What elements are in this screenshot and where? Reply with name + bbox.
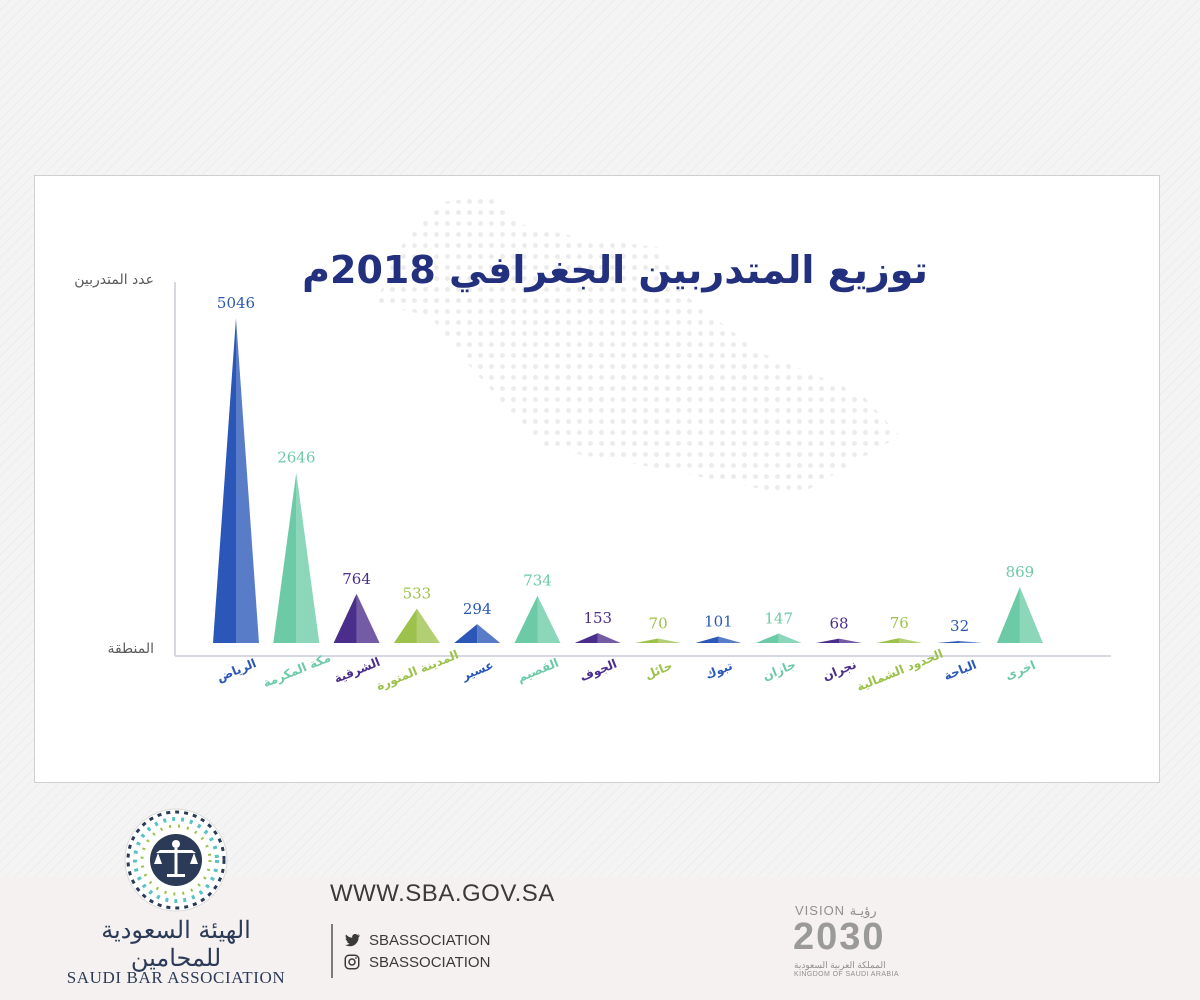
chart-bar-shade: [356, 593, 380, 643]
chart-bar: [393, 608, 417, 643]
chart-bar-shade: [899, 638, 923, 643]
chart-bar: [755, 633, 779, 643]
chart-bar-shade: [236, 318, 259, 643]
vision-year: 2030: [793, 916, 886, 958]
instagram-handle[interactable]: SBASSOCIATION: [343, 953, 490, 971]
data-label: 764: [342, 570, 371, 588]
chart-bar-shade: [296, 472, 320, 643]
x-tick-label: الجوف: [578, 657, 620, 685]
data-label: 5046: [217, 294, 255, 312]
chart-bar-shade: [597, 633, 621, 643]
x-tick-label: الباحة: [942, 657, 979, 683]
chart-bar: [213, 318, 236, 643]
x-axis-label: المنطقة: [107, 641, 154, 657]
footer-divider: [331, 924, 333, 978]
data-label: 32: [950, 617, 969, 635]
vision-kingdom-english: KINGDOM OF SAUDI ARABIA: [794, 971, 899, 978]
chart-bar: [574, 633, 598, 643]
chart-bar-shade: [778, 633, 802, 643]
data-label: 76: [890, 614, 909, 632]
data-label: 869: [1006, 563, 1035, 581]
instagram-handle-text: SBASSOCIATION: [369, 953, 491, 971]
data-label: 70: [649, 614, 668, 632]
x-tick-label: الرياض: [215, 656, 258, 684]
data-label: 533: [403, 585, 432, 603]
x-tick-label: الحدود الشمالية: [854, 647, 945, 695]
chart-bar-shade: [959, 640, 983, 643]
x-tick-label: عسير: [459, 658, 496, 684]
vision-2030-logo: VISION رؤيـة 2030 المملكة العربية السعود…: [790, 902, 910, 982]
chart-bar: [273, 472, 297, 643]
twitter-handle-text: SBASSOCIATION: [369, 931, 491, 949]
chart-bar-shade: [718, 636, 742, 643]
chart-bar-shade: [537, 595, 561, 643]
twitter-bird-icon: [345, 934, 361, 947]
x-tick-label: القصيم: [515, 656, 560, 685]
x-tick-label: تبوك: [703, 659, 735, 683]
chart-bar: [695, 636, 719, 643]
chart-bar: [936, 640, 960, 643]
vision-label: VISION رؤيـة: [795, 903, 877, 918]
twitter-handle[interactable]: SBASSOCIATION: [343, 931, 490, 949]
x-tick-label: نجران: [821, 657, 859, 683]
x-tick-label: حائل: [643, 658, 675, 682]
data-label: 101: [704, 612, 733, 630]
chart-bar: [816, 638, 839, 643]
data-label: 147: [764, 610, 793, 628]
x-tick-label: جازان: [761, 657, 798, 683]
x-tick-label: اخرى: [1003, 658, 1037, 683]
chart-card: توزيع المتدربين الجغرافي 2018م عدد المتد…: [34, 175, 1160, 783]
scales-of-justice-emblem: [124, 808, 228, 912]
chart-bar: [996, 587, 1020, 643]
data-label: 294: [463, 600, 492, 618]
chart-title: توزيع المتدربين الجغرافي 2018م: [302, 248, 928, 292]
data-label: 68: [829, 615, 848, 633]
chart-bar-shade: [477, 624, 501, 643]
chart-bar-shade: [658, 638, 682, 643]
chart-bar: [876, 638, 900, 643]
y-axis-label: عدد المتدربين: [74, 272, 154, 288]
chart-bar-shade: [416, 608, 440, 643]
chart-bar: [454, 624, 478, 643]
vision-kingdom-arabic: المملكة العربية السعودية: [794, 960, 886, 970]
chart-bar: [635, 638, 659, 643]
website-link[interactable]: WWW.SBA.GOV.SA: [330, 880, 555, 907]
data-label: 153: [583, 609, 612, 627]
chart-bar-shade: [1019, 587, 1043, 643]
org-name-english: SAUDI BAR ASSOCIATION: [66, 968, 286, 987]
chart-bar-shade: [839, 638, 862, 643]
chart-bar: [514, 595, 538, 643]
instagram-camera-icon: [344, 954, 360, 970]
x-tick-label: المدينة المنورة: [374, 647, 461, 694]
data-label: 2646: [277, 449, 315, 467]
chart-bar: [333, 593, 357, 643]
data-label: 734: [523, 572, 552, 590]
org-name-arabic: الهيئة السعودية للمحامين: [101, 916, 251, 972]
